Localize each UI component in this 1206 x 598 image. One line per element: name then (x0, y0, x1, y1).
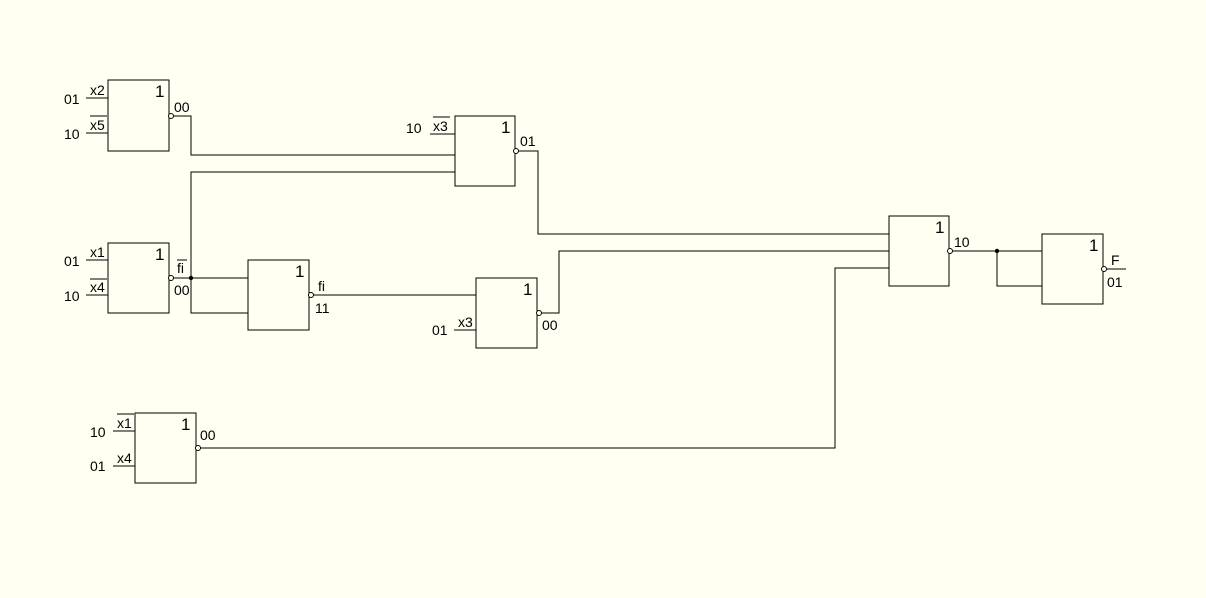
gate-symbol: 1 (155, 245, 164, 264)
gate-8: 1 F 01 (1041, 233, 1123, 305)
gate-2: 1 01 x1 10 x4 fi 00 (64, 242, 190, 314)
wire-g1-g5 (173, 115, 455, 156)
output-value: 00 (174, 282, 190, 298)
gate-symbol: 1 (1089, 236, 1098, 255)
input-name: x3 (458, 314, 473, 330)
input-name: x4 (117, 450, 132, 466)
input-value: 01 (90, 458, 106, 474)
gate-symbol: 1 (935, 218, 944, 237)
wire-g5-g7 (518, 150, 889, 235)
wires (173, 115, 1126, 449)
wire-g8-tie (996, 251, 1042, 287)
input-name: x5 (90, 117, 105, 133)
gate-symbol: 1 (523, 280, 532, 299)
wire-g3-g7 (200, 267, 889, 449)
input-value: 10 (90, 424, 106, 440)
input-name: x1 (90, 244, 105, 260)
output-bubble (308, 292, 314, 298)
junction-dot (188, 275, 194, 281)
gate-7: 1 10 (888, 215, 970, 287)
output-value: 11 (315, 300, 330, 316)
input-name: x3 (433, 118, 448, 134)
output-name: fi (318, 278, 325, 294)
input-value: 01 (64, 253, 80, 269)
gate-symbol: 1 (295, 262, 304, 281)
output-bubble (1101, 266, 1107, 272)
output-value: 01 (520, 133, 536, 149)
output-name: F (1111, 252, 1120, 268)
output-value: 00 (200, 427, 216, 443)
wire-g6-g7 (541, 250, 889, 314)
gate-5: 1 10 x3 01 (406, 115, 536, 187)
input-value: 10 (64, 126, 80, 142)
output-bubble (168, 113, 174, 119)
output-value: 01 (1107, 274, 1123, 290)
output-value: 00 (542, 317, 558, 333)
gate-6: 1 01 x3 00 (432, 277, 558, 349)
output-name: fi (177, 260, 184, 276)
gate-symbol: 1 (501, 118, 510, 137)
input-value: 10 (406, 120, 422, 136)
input-value: 01 (64, 91, 80, 107)
gate-symbol: 1 (155, 82, 164, 101)
input-name: x1 (117, 415, 132, 431)
input-name: x2 (90, 82, 105, 98)
wire-fibar-g5 (190, 171, 455, 278)
input-value: 10 (64, 288, 80, 304)
output-bubble (168, 275, 174, 281)
gate-3: 1 10 x1 01 x4 00 (90, 412, 216, 484)
input-name: x4 (90, 279, 105, 295)
gate-1: 1 01 x2 10 x5 00 (64, 79, 190, 152)
wire-g4-tie (190, 278, 248, 314)
output-bubble (195, 445, 201, 451)
output-bubble (536, 310, 542, 316)
output-value: 00 (174, 99, 190, 115)
input-value: 01 (432, 322, 448, 338)
output-bubble (947, 248, 953, 254)
output-value: 10 (954, 234, 970, 250)
output-bubble (513, 148, 519, 154)
gate-4: 1 fi 11 (247, 259, 330, 331)
junction-dot (994, 248, 1000, 254)
gate-symbol: 1 (181, 415, 190, 434)
